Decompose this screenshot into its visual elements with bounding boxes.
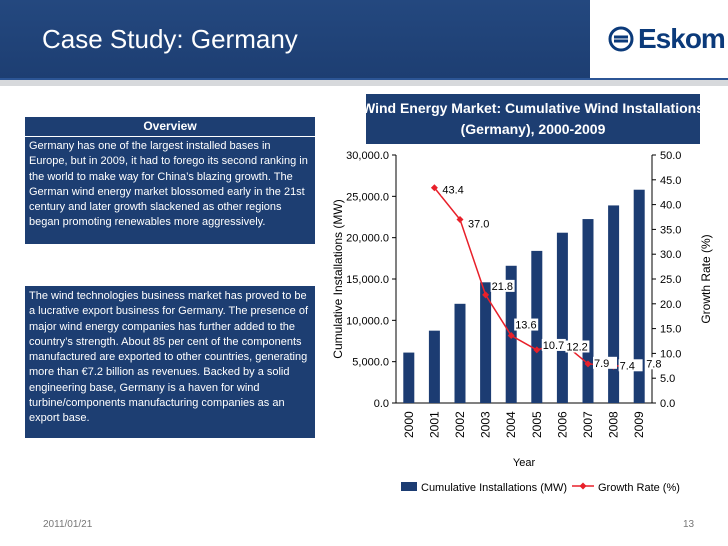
bar-2002 bbox=[454, 303, 466, 403]
growth-label-bg bbox=[490, 279, 515, 292]
x-tick-label: 2004 bbox=[504, 411, 518, 438]
page-title: Case Study: Germany bbox=[42, 24, 298, 54]
header-bar: Case Study: Germany Eskom bbox=[0, 0, 728, 78]
growth-point-2001 bbox=[430, 184, 438, 192]
y-tick-label: 30,000.0 bbox=[346, 150, 389, 162]
growth-point-2002 bbox=[456, 215, 464, 223]
y2-tick-label: 25.0 bbox=[660, 274, 681, 286]
x-tick-label: 2009 bbox=[632, 411, 646, 438]
eskom-logo: Eskom bbox=[590, 0, 728, 78]
y2-tick-label: 15.0 bbox=[660, 324, 681, 336]
y-tick-label: 15,000.0 bbox=[346, 274, 389, 286]
eskom-logo-icon bbox=[608, 26, 634, 52]
export-text-box: The wind technologies business market ha… bbox=[25, 286, 315, 438]
growth-label-2001: 43.4 bbox=[442, 185, 463, 197]
y2-tick-label: 0.0 bbox=[660, 398, 675, 410]
growth-label-2005: 10.7 bbox=[543, 340, 564, 352]
growth-label-bg bbox=[593, 356, 617, 369]
x-tick-label: 2005 bbox=[530, 411, 544, 438]
growth-label-2006: 12.2 bbox=[566, 341, 587, 353]
y2-tick-label: 20.0 bbox=[660, 299, 681, 311]
overview-paragraph-2: The wind technologies business market ha… bbox=[29, 290, 309, 425]
y2-tick-label: 5.0 bbox=[660, 373, 675, 385]
legend-bar-swatch bbox=[401, 482, 417, 491]
y2-axis-title: Growth Rate (%) bbox=[699, 234, 713, 323]
growth-point-2004 bbox=[507, 332, 515, 340]
x-tick-label: 2001 bbox=[427, 411, 441, 438]
page-number: 13 bbox=[683, 519, 695, 530]
legend-line-label: Growth Rate (%) bbox=[598, 482, 680, 494]
growth-label-2008: 7.4 bbox=[620, 360, 635, 372]
bar-2003 bbox=[480, 282, 492, 403]
y2-tick-label: 40.0 bbox=[660, 200, 681, 212]
chart-title-2: (Germany), 2000-2009 bbox=[461, 121, 606, 137]
bar-2008 bbox=[608, 205, 620, 403]
chart-title-band bbox=[366, 94, 700, 144]
wind-chart-svg: Wind Energy Market: Cumulative Wind Inst… bbox=[331, 94, 713, 494]
growth-label-bg bbox=[541, 338, 566, 351]
bar-2006 bbox=[556, 232, 568, 403]
growth-label-bg bbox=[441, 183, 466, 196]
eskom-logo-text: Eskom bbox=[638, 23, 726, 54]
legend-line-marker bbox=[579, 482, 587, 490]
y-axis-title: Cumulative Installations (MW) bbox=[331, 199, 345, 358]
y2-tick-label: 35.0 bbox=[660, 224, 681, 236]
growth-label-2004: 13.6 bbox=[515, 320, 536, 332]
x-tick-label: 2008 bbox=[607, 411, 621, 438]
growth-label-bg bbox=[467, 217, 491, 230]
growth-label-2009: 7.8 bbox=[646, 358, 661, 370]
wind-chart: Wind Energy Market: Cumulative Wind Inst… bbox=[324, 88, 720, 500]
y2-tick-label: 50.0 bbox=[660, 150, 681, 162]
growth-label-2002: 37.0 bbox=[468, 218, 489, 230]
y2-tick-label: 30.0 bbox=[660, 249, 681, 261]
overview-text-box: Germany has one of the largest installed… bbox=[25, 137, 315, 244]
legend-bar-label: Cumulative Installations (MW) bbox=[421, 482, 567, 494]
growth-point-2007 bbox=[584, 360, 592, 368]
y-tick-label: 5,000.0 bbox=[352, 357, 389, 369]
y-tick-label: 0.0 bbox=[374, 398, 389, 410]
x-axis-title: Year bbox=[513, 457, 536, 469]
bar-2007 bbox=[582, 219, 594, 403]
overview-heading: Overview bbox=[25, 117, 315, 136]
growth-label-2003: 21.8 bbox=[492, 281, 513, 293]
growth-label-bg bbox=[514, 318, 539, 331]
overview-paragraph-1: Germany has one of the largest installed… bbox=[29, 140, 308, 229]
header-divider bbox=[0, 78, 728, 80]
bar-2001 bbox=[428, 330, 440, 403]
growth-label-bg bbox=[565, 340, 590, 353]
growth-label-2007: 7.9 bbox=[594, 358, 609, 370]
y2-tick-label: 45.0 bbox=[660, 175, 681, 187]
x-tick-label: 2003 bbox=[479, 411, 493, 438]
x-tick-label: 2007 bbox=[581, 411, 595, 438]
bar-2009 bbox=[633, 189, 645, 403]
growth-point-2003 bbox=[482, 291, 490, 299]
chart-title-1: Wind Energy Market: Cumulative Wind Inst… bbox=[362, 100, 704, 116]
growth-label-bg bbox=[618, 359, 643, 372]
x-tick-label: 2000 bbox=[402, 411, 416, 438]
header-shadow bbox=[0, 80, 728, 86]
growth-label-bg bbox=[645, 357, 670, 370]
y-tick-label: 25,000.0 bbox=[346, 191, 389, 203]
footer-date: 2011/01/21 bbox=[43, 519, 93, 530]
y-tick-label: 20,000.0 bbox=[346, 233, 389, 245]
x-tick-label: 2002 bbox=[453, 411, 467, 438]
bar-2000 bbox=[403, 352, 415, 403]
growth-point-2005 bbox=[533, 346, 541, 354]
y-tick-label: 10,000.0 bbox=[346, 315, 389, 327]
x-tick-label: 2006 bbox=[555, 411, 569, 438]
